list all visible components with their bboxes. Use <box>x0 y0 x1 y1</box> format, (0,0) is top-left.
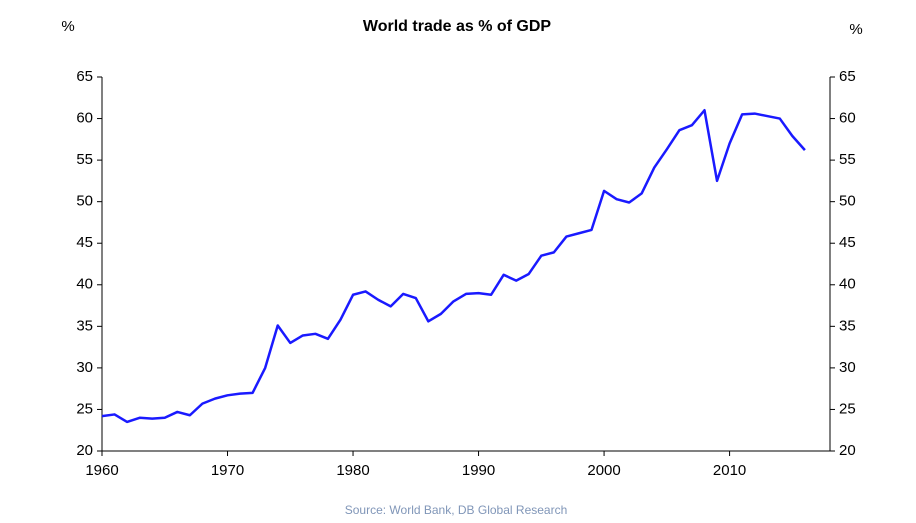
y-tick-label: 35 <box>76 317 93 334</box>
y-tick-label: 45 <box>76 234 93 251</box>
x-tick-label: 2000 <box>587 462 620 479</box>
y2-tick-label: 40 <box>839 276 856 293</box>
y2-tick-label: 45 <box>839 234 856 251</box>
source-note: Source: World Bank, DB Global Research <box>345 503 568 517</box>
x-tick-label: 1970 <box>211 462 244 479</box>
chart-title: World trade as % of GDP <box>363 18 552 35</box>
y2-tick-label: 35 <box>839 317 856 334</box>
y2-tick-label: 65 <box>839 68 856 85</box>
y2-axis-label: % <box>849 21 862 38</box>
y-tick-label: 60 <box>76 110 93 127</box>
y2-tick-label: 30 <box>839 359 856 376</box>
x-tick-label: 1960 <box>85 462 118 479</box>
y2-tick-label: 25 <box>839 400 856 417</box>
y-tick-label: 20 <box>76 442 93 459</box>
x-tick-label: 1990 <box>462 462 495 479</box>
y2-tick-label: 60 <box>839 110 856 127</box>
y-tick-label: 25 <box>76 400 93 417</box>
y-tick-label: 30 <box>76 359 93 376</box>
data-line <box>101 108 806 424</box>
y2-tick-label: 55 <box>839 151 856 168</box>
y-tick-label: 55 <box>76 151 93 168</box>
y-axis-label: % <box>61 18 74 35</box>
y2-tick-label: 20 <box>839 442 856 459</box>
x-tick-label: 1980 <box>336 462 369 479</box>
x-tick-label: 2010 <box>713 462 746 479</box>
y-tick-label: 65 <box>76 68 93 85</box>
y2-tick-label: 50 <box>839 193 856 210</box>
y-tick-label: 40 <box>76 276 93 293</box>
y-tick-label: 50 <box>76 193 93 210</box>
